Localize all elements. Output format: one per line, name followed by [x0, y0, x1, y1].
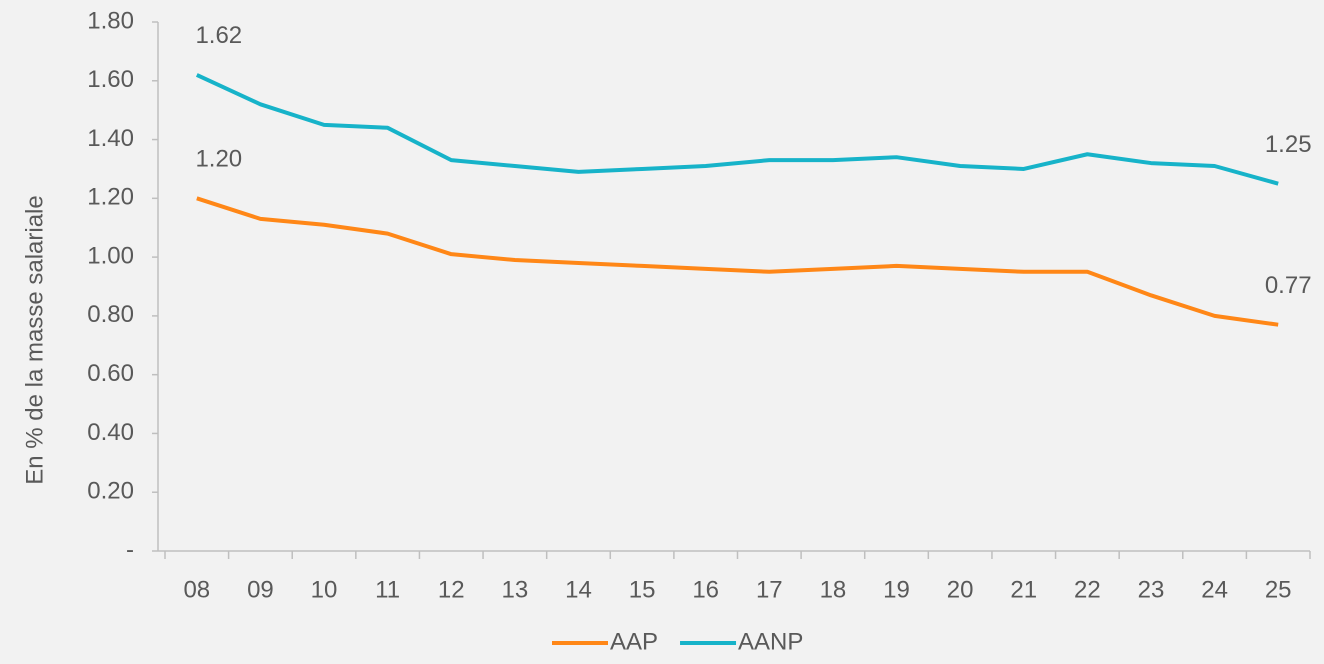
- y-tick-label: 1.80: [87, 7, 134, 34]
- x-tick-label: 09: [247, 576, 274, 603]
- data-label: 1.20: [195, 146, 242, 173]
- y-tick-label: 1.40: [87, 125, 134, 152]
- x-tick-label: 15: [629, 576, 656, 603]
- x-tick-label: 25: [1265, 576, 1292, 603]
- x-tick-label: 14: [565, 576, 592, 603]
- x-tick-label: 11: [375, 576, 400, 603]
- x-tick-label: 20: [947, 576, 974, 603]
- x-tick-label: 23: [1138, 576, 1165, 603]
- legend-label: AANP: [738, 628, 803, 655]
- y-tick-label: 1.60: [87, 66, 134, 93]
- y-tick-label: -: [126, 536, 134, 563]
- x-tick-label: 19: [883, 576, 910, 603]
- y-tick-label: 0.60: [87, 360, 134, 387]
- y-tick-label: 0.40: [87, 419, 134, 446]
- data-label: 0.77: [1265, 272, 1312, 299]
- x-tick-label: 10: [311, 576, 338, 603]
- line: [195, 73, 1279, 186]
- x-tick-label: 16: [692, 576, 719, 603]
- x-tick-label: 18: [820, 576, 847, 603]
- y-tick-label: 1.00: [87, 242, 134, 269]
- y-tick-label: 1.20: [87, 184, 134, 211]
- y-tick-label: 0.20: [87, 478, 134, 505]
- data-label: 1.25: [1265, 131, 1312, 158]
- x-tick-label: 08: [183, 576, 210, 603]
- y-tick-label: 0.80: [87, 301, 134, 328]
- x-tick-label: 21: [1010, 576, 1037, 603]
- x-tick-label: 17: [756, 576, 783, 603]
- legend-label: AAP: [610, 628, 658, 655]
- x-tick-label: 13: [502, 576, 529, 603]
- x-tick-label: 12: [438, 576, 465, 603]
- x-tick-label: 22: [1074, 576, 1101, 603]
- x-tick-label: 24: [1201, 576, 1228, 603]
- y-axis-label: En % de la masse salariale: [21, 195, 48, 484]
- data-label: 1.62: [195, 22, 242, 49]
- line: [196, 196, 1279, 327]
